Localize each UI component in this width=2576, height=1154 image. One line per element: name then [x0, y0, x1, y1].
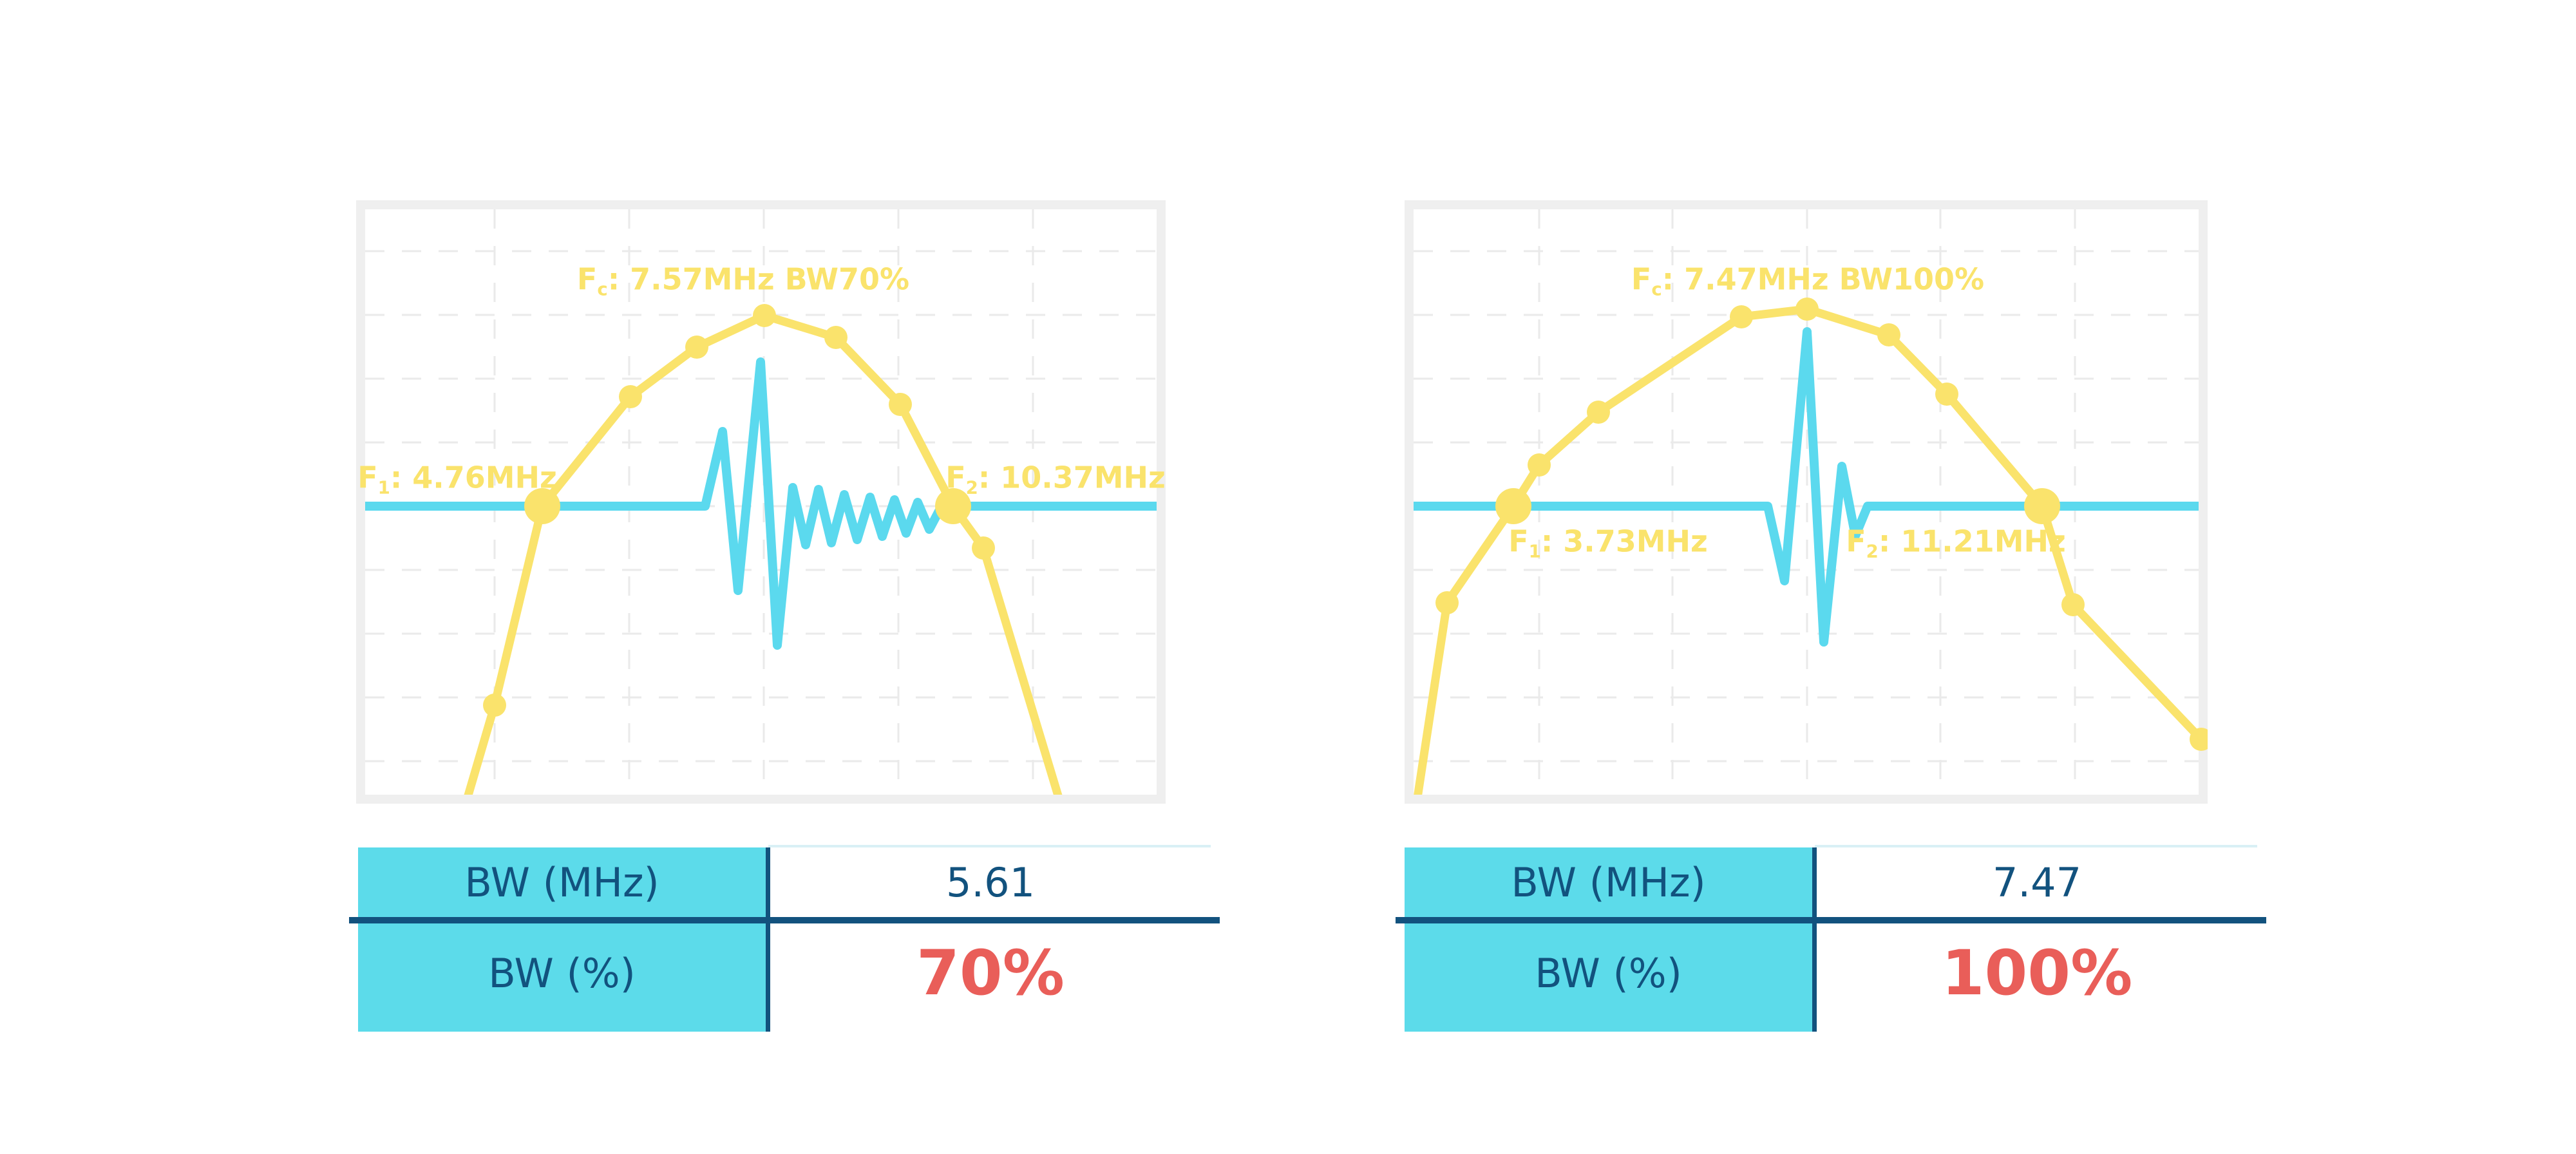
f1-subscript: 1: [377, 477, 390, 498]
bw-pct-label: BW (%): [488, 949, 636, 997]
f1-value: : 3.73MHz: [1540, 524, 1708, 559]
table-column-divider: [766, 847, 770, 1032]
table-top-rule: [1815, 845, 2257, 847]
bw-mhz-value: 7.47: [1992, 858, 2082, 906]
f2-subscript: 2: [965, 477, 978, 498]
f1-subscript: 1: [1528, 540, 1541, 562]
fc-subscript: c: [1651, 278, 1662, 300]
table-row-divider: [1396, 917, 2266, 923]
f1-annotation: F1: 4.76MHz: [357, 460, 557, 498]
f1-annotation: F1: 3.73MHz: [1508, 524, 1708, 562]
table-header-column: [358, 847, 766, 1032]
spectrum-plot-narrowband: [356, 200, 1166, 804]
fc-value: : 7.57MHz BW70%: [607, 261, 910, 297]
fc-symbol: F: [1631, 261, 1652, 297]
chart-panel-broadband: Fc: 7.47MHz BW100% F1: 3.73MHz F2: 11.21…: [1405, 200, 2208, 804]
f2-annotation: F2: 11.21MHz: [1846, 524, 2066, 562]
bw-mhz-label: BW (MHz): [464, 858, 659, 906]
bw-pct-value: 100%: [1941, 937, 2133, 1009]
bw-mhz-value: 5.61: [945, 858, 1036, 906]
f2-annotation: F2: 10.37MHz: [945, 460, 1166, 498]
bw-pct-label: BW (%): [1535, 949, 1682, 997]
table-header-column: [1405, 847, 1812, 1032]
bw-mhz-label: BW (MHz): [1511, 858, 1706, 906]
fc-symbol: F: [576, 261, 598, 297]
bw-table-narrowband: BW (MHz) 5.61 BW (%) 70%: [349, 845, 1220, 1032]
f1-symbol: F: [357, 460, 378, 495]
f2-symbol: F: [1846, 524, 1866, 559]
f1-value: : 4.76MHz: [390, 460, 557, 495]
table-row-divider: [349, 917, 1220, 923]
bw-pct-value: 70%: [916, 937, 1065, 1009]
bw-table-broadband: BW (MHz) 7.47 BW (%) 100%: [1396, 845, 2266, 1032]
spectrum-plot-broadband: [1405, 200, 2208, 804]
f2-symbol: F: [945, 460, 966, 495]
chart-panel-narrowband: Fc: 7.57MHz BW70% F1: 4.76MHz F2: 10.37M…: [356, 200, 1166, 804]
fc-annotation: Fc: 7.57MHz BW70%: [577, 262, 909, 300]
fc-value: : 7.47MHz BW100%: [1662, 261, 1985, 297]
f2-subscript: 2: [1866, 540, 1879, 562]
table-top-rule: [768, 845, 1211, 847]
f2-value: : 11.21MHz: [1878, 524, 2066, 559]
table-column-divider: [1812, 847, 1817, 1032]
fc-annotation: Fc: 7.47MHz BW100%: [1631, 262, 1984, 300]
f1-symbol: F: [1508, 524, 1529, 559]
f2-value: : 10.37MHz: [978, 460, 1166, 495]
fc-subscript: c: [597, 278, 608, 300]
